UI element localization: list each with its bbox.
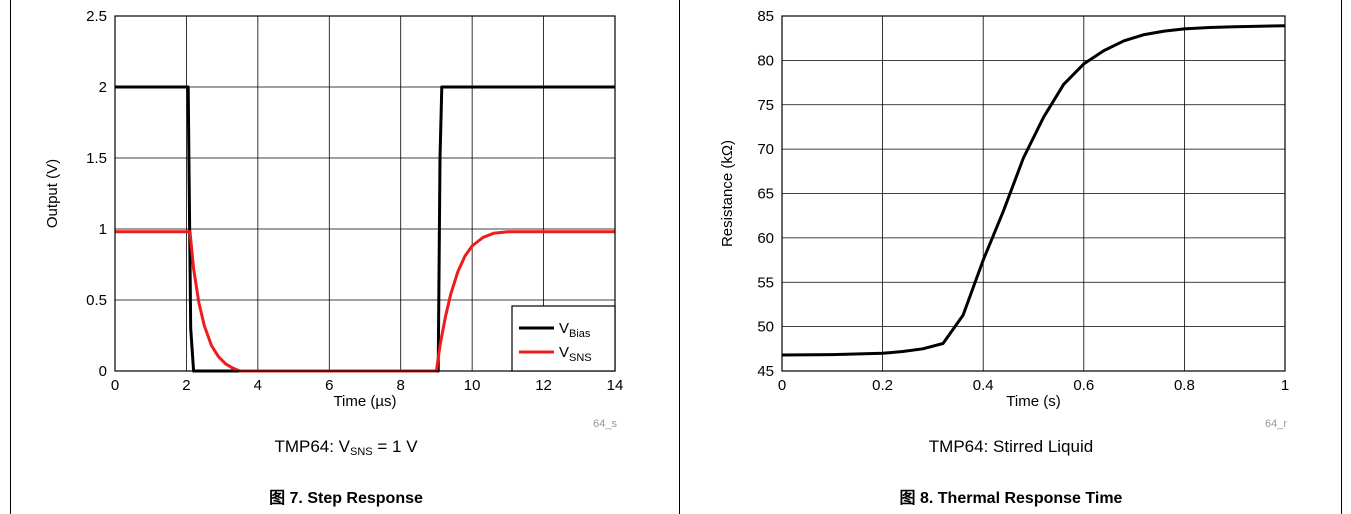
step-response-panel: 0 2 4 6 8 10 12 14 0 0.5 1 1.5 2 2.5 Time (µs) Output (… bbox=[10, 0, 680, 514]
series-line-1 bbox=[115, 230, 615, 373]
y-tick-label: 1.5 bbox=[86, 150, 107, 167]
plot-frame bbox=[114, 15, 616, 372]
y-tick-label: 2.5 bbox=[86, 8, 107, 25]
chart-legend: VBias VSNS bbox=[511, 305, 616, 372]
y-tick-label: 85 bbox=[757, 8, 774, 25]
y-tick-label: 65 bbox=[757, 186, 774, 203]
x-tick-label: 4 bbox=[254, 377, 262, 394]
x-tick-label: 6 bbox=[325, 377, 333, 394]
y-axis-label: Resistance (kΩ) bbox=[719, 140, 736, 247]
x-tick-label: 14 bbox=[607, 377, 624, 394]
legend-label-1: VSNS bbox=[559, 344, 592, 364]
y-tick-label: 2 bbox=[99, 79, 107, 96]
x-tick-label: 0.8 bbox=[1174, 377, 1195, 394]
x-tick-label: 2 bbox=[182, 377, 190, 394]
x-tick-label: 0 bbox=[111, 377, 119, 394]
y-tick-label: 45 bbox=[757, 363, 774, 380]
y-axis-label: Output (V) bbox=[44, 159, 61, 228]
thermal-response-condition: TMP64: Stirred Liquid bbox=[928, 437, 1094, 456]
y-tick-label: 60 bbox=[757, 230, 774, 247]
legend-label-0: VBias bbox=[559, 320, 591, 340]
step-response-condition: TMP64: VSNS = 1 V bbox=[274, 437, 418, 458]
series-line-0 bbox=[781, 24, 1286, 357]
x-tick-label: 0.2 bbox=[872, 377, 893, 394]
y-tick-label: 0.5 bbox=[86, 292, 107, 309]
figure-code: 64_r bbox=[1265, 418, 1287, 430]
plot-frame bbox=[781, 15, 1286, 372]
x-axis-label: Time (µs) bbox=[333, 393, 396, 410]
y-tick-label: 55 bbox=[757, 274, 774, 291]
x-tick-label: 0 bbox=[778, 377, 786, 394]
y-tick-label: 80 bbox=[757, 52, 774, 69]
x-tick-label: 8 bbox=[397, 377, 405, 394]
thermal-response-chart: 0 0.2 0.4 0.6 0.8 1 45 50 55 60 65 70 75 80 85 Time (s)… bbox=[719, 8, 1289, 430]
x-axis-label: Time (s) bbox=[1006, 393, 1060, 410]
step-response-chart: 0 2 4 6 8 10 12 14 0 0.5 1 1.5 2 2.5 Time (µs) Output (… bbox=[44, 8, 624, 430]
x-tick-label: 1 bbox=[1281, 377, 1289, 394]
x-tick-label: 0.4 bbox=[973, 377, 994, 394]
legend-box bbox=[511, 305, 616, 372]
x-tick-label: 0.6 bbox=[1073, 377, 1094, 394]
figure-code: 64_s bbox=[593, 418, 617, 430]
x-tick-label: 12 bbox=[535, 377, 552, 394]
x-tick-label: 10 bbox=[464, 377, 481, 394]
y-tick-label: 70 bbox=[757, 141, 774, 158]
step-response-caption: 图 7. Step Response bbox=[269, 490, 423, 507]
y-tick-label: 75 bbox=[757, 97, 774, 114]
thermal-response-panel: 0 0.2 0.4 0.6 0.8 1 45 50 55 60 65 70 75 80 85 Time (s)… bbox=[680, 0, 1342, 514]
y-tick-label: 50 bbox=[757, 319, 774, 336]
thermal-response-caption: 图 8. Thermal Response Time bbox=[899, 490, 1123, 507]
y-tick-label: 0 bbox=[99, 363, 107, 380]
y-tick-label: 1 bbox=[99, 221, 107, 238]
